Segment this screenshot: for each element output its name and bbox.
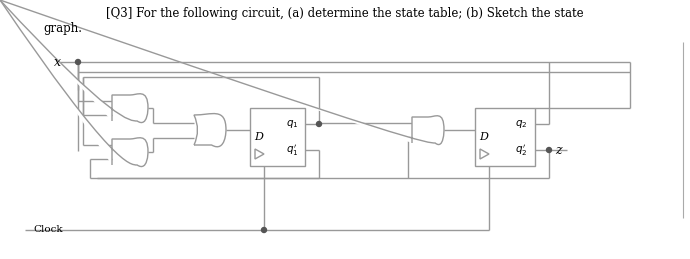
Text: $q_1$: $q_1$ <box>286 118 298 130</box>
Circle shape <box>75 60 81 64</box>
Polygon shape <box>480 149 489 159</box>
PathPatch shape <box>0 94 148 259</box>
PathPatch shape <box>194 114 226 147</box>
Bar <box>475 108 535 166</box>
Text: z: z <box>555 143 561 156</box>
Text: $q_2'$: $q_2'$ <box>515 142 527 158</box>
Circle shape <box>262 227 266 233</box>
Text: [Q3] For the following circuit, (a) determine the state table; (b) Sketch the st: [Q3] For the following circuit, (a) dete… <box>106 6 584 19</box>
Circle shape <box>546 147 551 153</box>
Text: x: x <box>54 55 61 68</box>
Bar <box>250 108 305 166</box>
Text: $q_2$: $q_2$ <box>515 118 527 130</box>
PathPatch shape <box>0 138 148 259</box>
Text: Clock: Clock <box>33 226 63 234</box>
Text: D: D <box>480 132 489 142</box>
Circle shape <box>317 121 322 126</box>
Text: $q_1'$: $q_1'$ <box>286 142 298 158</box>
Text: D: D <box>255 132 264 142</box>
PathPatch shape <box>0 116 444 259</box>
Text: graph.: graph. <box>43 21 82 34</box>
Polygon shape <box>255 149 264 159</box>
